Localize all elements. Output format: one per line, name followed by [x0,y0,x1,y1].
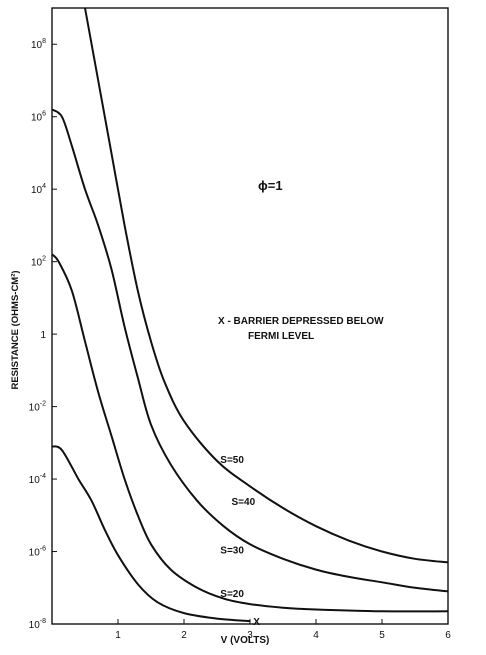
curve-label-s-20: S=20 [220,589,244,600]
y-tick-label: 1 [40,330,46,341]
y-axis-label: RESISTANCE (OHMS-CM²) [10,270,21,389]
y-tick-label: 10-6 [29,546,46,559]
y-axis-ticks: 108 106 104 102 1 10-2 10-4 10-6 10-8 [29,38,57,631]
series-line-s-40 [51,108,449,593]
x-axis-ticks: 1 2 3 4 5 6 [115,619,451,641]
y-tick-label: 108 [31,38,46,51]
series-line-s-20 [51,445,251,623]
annotations: ϕ=1 X - BARRIER DEPRESSED BELOW FERMI LE… [218,178,384,342]
note-line-1: X - BARRIER DEPRESSED BELOW [218,316,384,327]
x-tick-label: 6 [445,630,451,641]
y-tick-label: 10-4 [29,473,46,486]
note-line-2: FERMI LEVEL [248,331,314,342]
x-tick-label: 1 [115,630,121,641]
x-tick-label: 5 [379,630,385,641]
series-line-s-50 [84,7,449,564]
curve-label-s-50: S=50 [220,455,244,466]
phi-annotation: ϕ=1 [258,178,283,193]
curve-labels: S=50 S=40 S=30 S=20 X [220,455,260,628]
y-tick-label: 106 [31,111,46,124]
x-tick-label: 4 [313,630,319,641]
x-tick-label: 2 [181,630,187,641]
curve-label-s-30: S=30 [220,546,244,557]
series-line-s-30 [51,253,449,613]
x-tick-label: 3 [247,630,253,641]
series-lines [51,7,449,623]
y-tick-label: 102 [31,256,46,269]
curve-label-s-40: S=40 [232,497,256,508]
y-tick-label: 104 [31,183,46,196]
x-axis-label: V (VOLTS) [221,635,270,646]
y-tick-label: 10-2 [29,401,46,414]
y-tick-label: 10-8 [29,618,46,631]
end-marker: X [253,617,260,628]
